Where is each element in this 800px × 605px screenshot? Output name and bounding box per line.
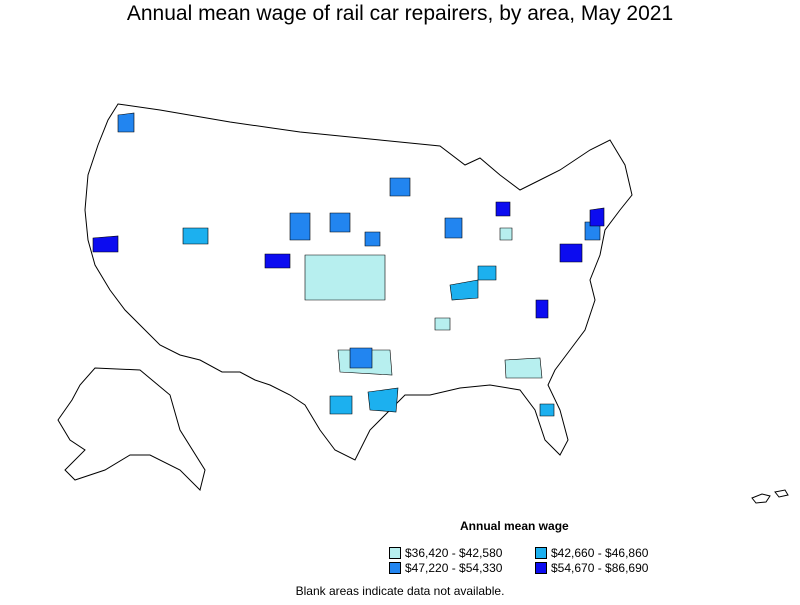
tier2-regions: [182, 227, 555, 417]
legend-item-tier2: $42,660 - $46,860: [535, 546, 648, 560]
tier3-regions: [117, 112, 601, 369]
legend-swatch-tier2: [535, 547, 547, 559]
legend-item-tier4: $54,670 - $86,690: [535, 561, 648, 575]
legend-label-tier3: $47,220 - $54,330: [405, 561, 503, 575]
legend-swatch-tier4: [535, 562, 547, 574]
legend-item-tier3: $47,220 - $54,330: [389, 561, 502, 575]
map-title: Annual mean wage of rail car repairers, …: [126, 2, 674, 25]
legend-swatch-tier1: [389, 547, 401, 559]
footnote: Blank areas indicate data not available.: [295, 584, 505, 598]
alaska-outline: [57, 367, 206, 491]
tier4-regions: [92, 201, 605, 319]
legend-label-tier1: $36,420 - $42,580: [405, 546, 503, 560]
legend-label-tier4: $54,670 - $86,690: [551, 561, 649, 575]
tier1-regions: [304, 227, 543, 379]
legend-item-tier1: $36,420 - $42,580: [389, 546, 502, 560]
legend-title: Annual mean wage: [460, 519, 569, 533]
legend-swatch-tier3: [389, 562, 401, 574]
hawaii-outline: [751, 489, 789, 504]
legend-label-tier2: $42,660 - $46,860: [551, 546, 649, 560]
